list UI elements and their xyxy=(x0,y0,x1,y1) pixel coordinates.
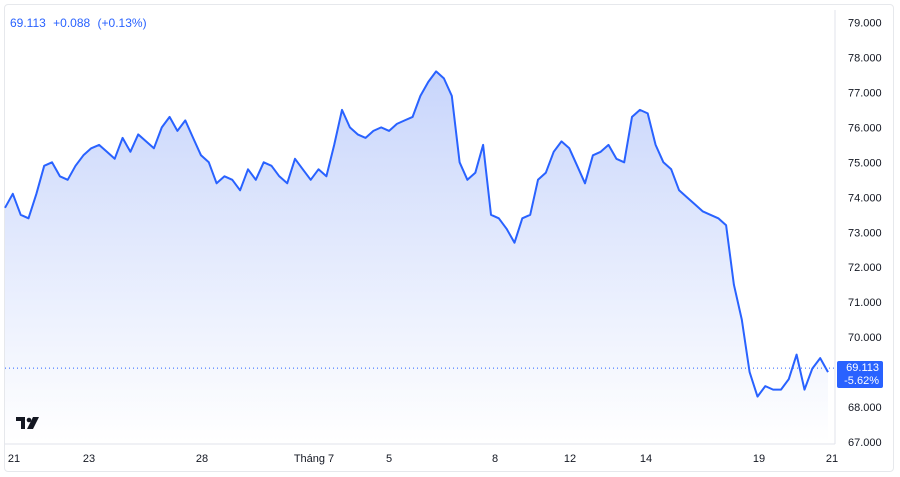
y-tick-label: 78.000 xyxy=(848,52,882,64)
last-price-value: 69.113 xyxy=(846,362,879,374)
y-tick-label: 68.000 xyxy=(848,402,882,414)
y-tick-label: 73.000 xyxy=(848,227,882,239)
x-tick-label: 21 xyxy=(826,453,838,465)
legend-last-value: 69.113 xyxy=(10,16,46,30)
tradingview-logo-icon[interactable] xyxy=(14,414,42,432)
y-tick-label: 72.000 xyxy=(848,262,882,274)
x-tick-label: 12 xyxy=(564,453,576,465)
x-tick-label: 19 xyxy=(753,453,765,465)
legend: 69.113 +0.088 (+0.13%) xyxy=(10,16,151,30)
legend-change-pct: (+0.13%) xyxy=(97,16,147,30)
y-tick-label: 77.000 xyxy=(848,87,882,99)
y-tick-label: 71.000 xyxy=(848,297,882,309)
y-tick-label: 76.000 xyxy=(848,122,882,134)
y-tick-label: 67.000 xyxy=(848,437,882,449)
last-price-label: 69.113 -5.62% xyxy=(837,361,883,388)
last-price-pct: -5.62% xyxy=(844,375,879,387)
x-axis-ticks: 21 23 28 Tháng 7 5 8 12 14 19 21 xyxy=(8,453,838,465)
legend-change: +0.088 xyxy=(53,16,91,30)
x-tick-label: 5 xyxy=(386,453,392,465)
y-tick-label: 70.000 xyxy=(848,332,882,344)
x-tick-label: 8 xyxy=(492,453,498,465)
y-tick-label: 74.000 xyxy=(848,192,882,204)
x-tick-label: 14 xyxy=(640,453,652,465)
y-tick-label: 79.000 xyxy=(848,18,882,30)
price-area-fill xyxy=(5,71,828,443)
x-tick-label: 21 xyxy=(8,453,20,465)
price-line xyxy=(4,70,829,398)
x-tick-label: 23 xyxy=(83,453,95,465)
x-tick-label: Tháng 7 xyxy=(294,453,334,465)
x-tick-label: 28 xyxy=(196,453,208,465)
y-tick-label: 75.000 xyxy=(848,157,882,169)
